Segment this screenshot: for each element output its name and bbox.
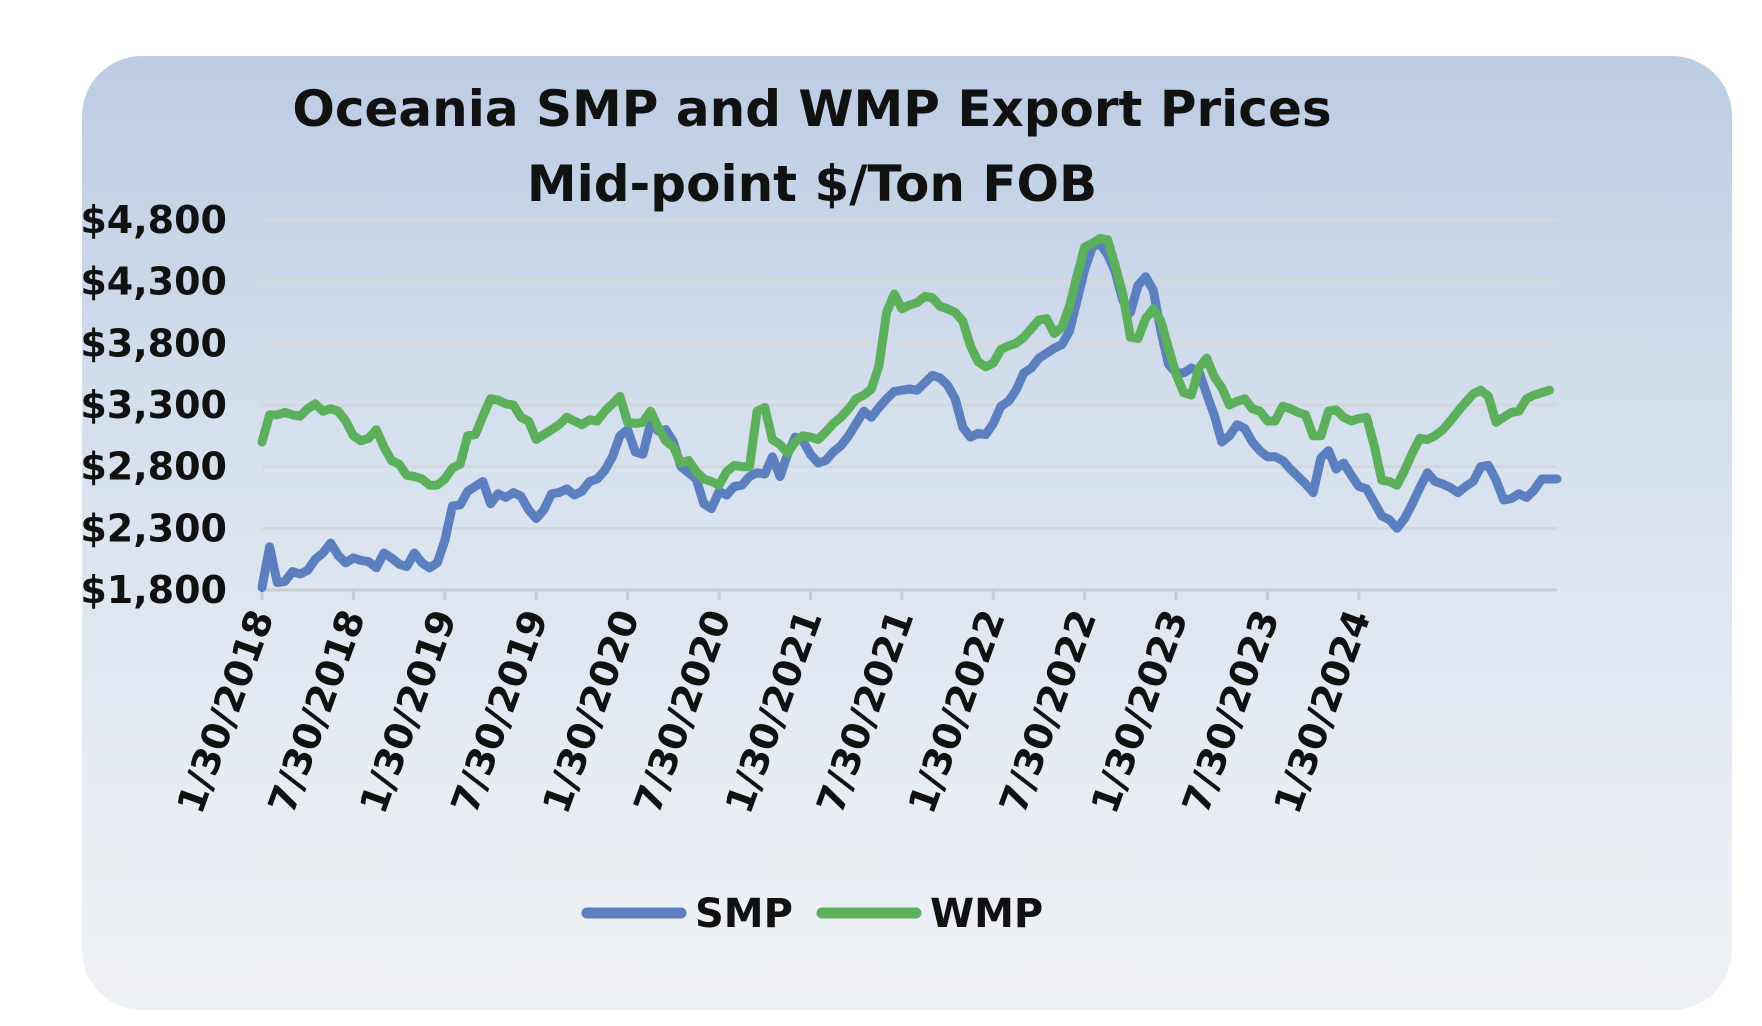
wmp-series-line	[257, 234, 1554, 490]
series-lines	[257, 234, 1562, 592]
smp-series-line	[257, 238, 1562, 592]
chart-subtitle: Mid-point $/Ton FOB	[527, 155, 1097, 213]
chart-panel: Oceania SMP and WMP Export Prices Mid-po…	[82, 56, 1732, 1010]
x-tick-label: 1/30/2024	[1265, 604, 1379, 819]
chart: Oceania SMP and WMP Export Prices Mid-po…	[82, 80, 1562, 937]
y-tick-label: $3,800	[82, 321, 227, 365]
y-axis: $1,800 $2,300 $2,800 $3,300 $3,800 $4,300 $4,8…	[82, 198, 227, 612]
y-tick-label: $2,300	[82, 506, 227, 550]
y-tick-label: $3,300	[82, 383, 227, 427]
y-tick-label: $1,800	[82, 568, 227, 612]
chart-title: Oceania SMP and WMP Export Prices	[292, 80, 1331, 138]
wmp-legend-label: WMP	[930, 891, 1043, 937]
legend: SMP WMP	[581, 891, 1043, 937]
gridlines	[262, 218, 1557, 592]
y-tick-label: $4,300	[82, 260, 227, 304]
smp-legend-label: SMP	[695, 891, 793, 937]
y-tick-label: $2,800	[82, 445, 227, 489]
x-axis: 1/30/20187/30/20181/30/20197/30/20191/30…	[168, 590, 1379, 819]
y-tick-label: $4,800	[82, 198, 227, 242]
